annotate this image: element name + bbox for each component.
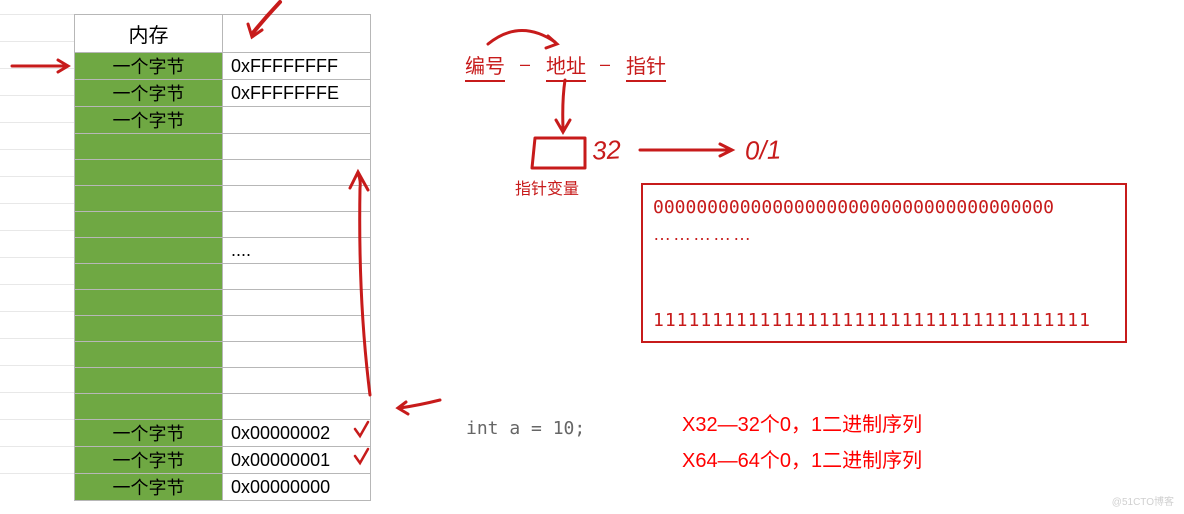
byte-cell: 一个字节 (75, 107, 223, 134)
addr-cell: 0x00000000 (223, 474, 371, 501)
code-sample: int a = 10; (466, 418, 585, 439)
ones-line: 1111111111111111111111111111111111111 (653, 310, 1091, 331)
addr-cell (223, 212, 371, 238)
byte-cell (75, 186, 223, 212)
memory-row: 一个字节0xFFFFFFFF (75, 53, 371, 80)
byte-cell (75, 368, 223, 394)
addr-cell (223, 264, 371, 290)
byte-cell: 一个字节 (75, 420, 223, 447)
addr-cell: 0xFFFFFFFE (223, 80, 371, 107)
addr-cell (223, 316, 371, 342)
byte-cell: 一个字节 (75, 447, 223, 474)
byte-cell: 一个字节 (75, 474, 223, 501)
dash-2: – (600, 54, 610, 75)
byte-cell: 一个字节 (75, 53, 223, 80)
addr-cell: 0x00000001 (223, 447, 371, 474)
handwritten-32: 32 (591, 134, 622, 166)
memory-row: .... (75, 238, 371, 264)
byte-cell (75, 342, 223, 368)
x32-sequence-text: X32—32个0，1二进制序列 (682, 408, 922, 437)
addr-cell (223, 160, 371, 186)
byte-cell (75, 264, 223, 290)
pointer-variable-label: 指针变量 (515, 175, 579, 199)
memory-row (75, 316, 371, 342)
watermark-text: @51CTO博客 (1112, 493, 1174, 508)
ellipsis-line: …………… (653, 224, 1115, 245)
memory-row (75, 394, 371, 420)
memory-table: 内存 一个字节0xFFFFFFFF一个字节0xFFFFFFFE一个字节....一… (74, 14, 371, 501)
byte-cell (75, 394, 223, 420)
memory-row (75, 342, 371, 368)
addr-cell (223, 134, 371, 160)
addr-cell (223, 107, 371, 134)
addr-cell (223, 186, 371, 212)
memory-row (75, 290, 371, 316)
memory-row: 一个字节0xFFFFFFFE (75, 80, 371, 107)
concept-pointer: 指针 (626, 50, 666, 79)
memory-row (75, 160, 371, 186)
addr-cell (223, 368, 371, 394)
memory-row (75, 134, 371, 160)
addr-cell (223, 290, 371, 316)
memory-row: 一个字节0x00000000 (75, 474, 371, 501)
memory-row: 一个字节0x00000001 (75, 447, 371, 474)
zeros-line: 0000000000000000000000000000000000000 (653, 197, 1115, 218)
addr-cell (223, 394, 371, 420)
handwritten-01: 0/1 (744, 134, 781, 166)
concept-address: 地址 (546, 50, 586, 79)
binary-range-box: 0000000000000000000000000000000000000 ……… (641, 183, 1127, 343)
byte-cell (75, 160, 223, 186)
x64-sequence-text: X64—64个0，1二进制序列 (682, 444, 922, 473)
byte-cell (75, 212, 223, 238)
byte-cell (75, 290, 223, 316)
memory-row (75, 212, 371, 238)
concept-number: 编号 (465, 50, 505, 79)
memory-header: 内存 (75, 15, 223, 53)
byte-cell (75, 134, 223, 160)
byte-cell (75, 238, 223, 264)
memory-row (75, 264, 371, 290)
dash-1: – (520, 54, 530, 75)
addr-cell: .... (223, 238, 371, 264)
addr-cell: 0xFFFFFFFF (223, 53, 371, 80)
left-grid-lines (0, 14, 74, 500)
memory-row: 一个字节0x00000002 (75, 420, 371, 447)
memory-row (75, 368, 371, 394)
byte-cell (75, 316, 223, 342)
addr-cell: 0x00000002 (223, 420, 371, 447)
byte-cell: 一个字节 (75, 80, 223, 107)
memory-row: 一个字节 (75, 107, 371, 134)
memory-row (75, 186, 371, 212)
addr-cell (223, 342, 371, 368)
